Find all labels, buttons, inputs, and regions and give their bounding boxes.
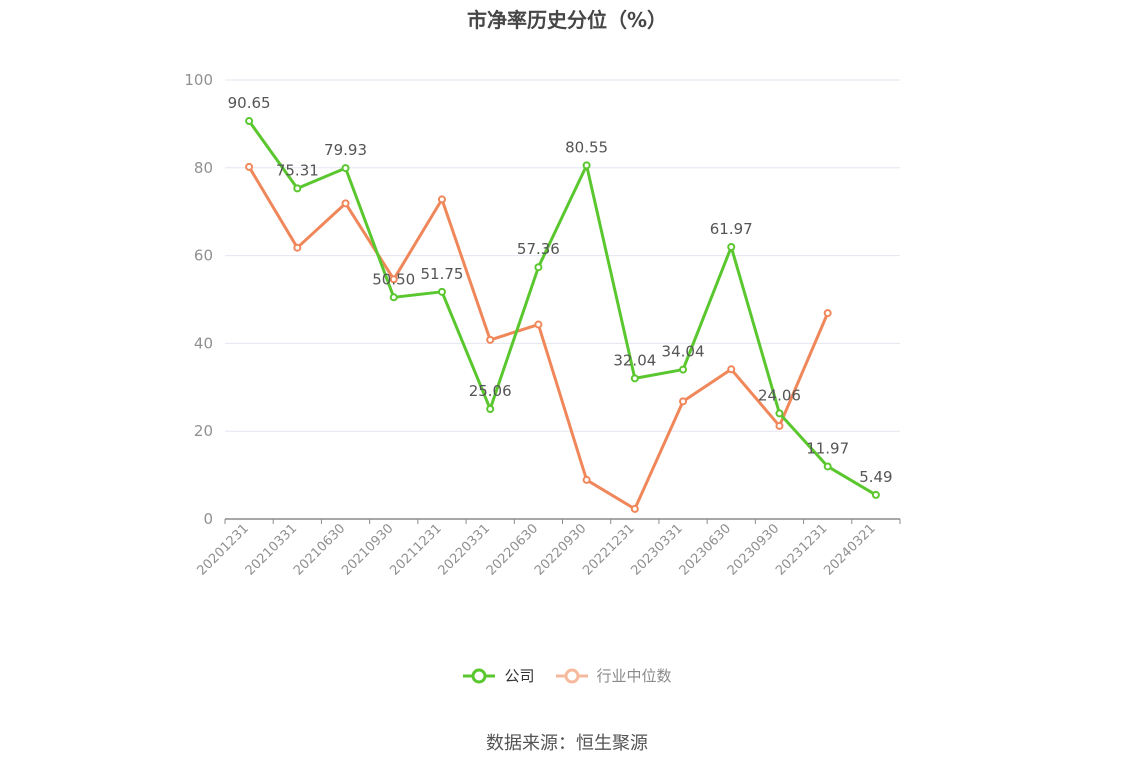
data-label-company: 51.75 (420, 265, 463, 283)
x-tick-label: 20240321 (821, 521, 878, 578)
data-point-industry-median (823, 309, 832, 318)
data-point-company (341, 164, 350, 173)
data-label-company: 11.97 (806, 439, 849, 457)
data-label-company: 24.06 (758, 386, 801, 404)
data-point-industry-median (389, 275, 398, 284)
data-point-company (534, 263, 543, 272)
x-tick-label: 20220630 (484, 521, 541, 578)
x-tick-label: 20210630 (291, 521, 348, 578)
data-point-industry-median (486, 335, 495, 344)
x-tick-label: 20210930 (339, 521, 396, 578)
data-point-company (775, 409, 784, 418)
y-tick-label: 60 (194, 247, 213, 265)
chart-title: 市净率历史分位（%） (466, 8, 668, 32)
legend-line-marker-icon (463, 668, 496, 683)
y-tick-label: 80 (194, 159, 213, 177)
data-point-company (630, 374, 639, 383)
data-point-industry-median (534, 320, 543, 329)
data-label-company: 5.49 (859, 468, 892, 486)
legend-line-marker-icon (555, 668, 588, 683)
x-tick-label: 20201231 (195, 521, 252, 578)
data-label-company: 32.04 (613, 351, 656, 369)
data-point-industry-median (245, 162, 254, 171)
data-point-industry-median (679, 397, 688, 406)
data-point-industry-median (437, 195, 446, 204)
x-tick-label: 20230930 (725, 521, 782, 578)
data-point-industry-median (775, 421, 784, 430)
x-tick-label: 20210331 (243, 521, 300, 578)
data-point-company (679, 365, 688, 374)
data-point-company (727, 242, 736, 251)
data-label-company: 90.65 (228, 94, 271, 112)
data-label-company: 61.97 (710, 220, 753, 238)
data-point-company (293, 184, 302, 193)
legend-label-company: 公司 (504, 667, 535, 685)
x-tick-label: 20211231 (387, 521, 444, 578)
data-label-company: 75.31 (276, 161, 319, 179)
data-point-company (389, 293, 398, 302)
data-point-industry-median (293, 243, 302, 252)
x-tick-label: 20220930 (532, 521, 589, 578)
x-tick-label: 20220331 (436, 521, 493, 578)
data-point-company (823, 462, 832, 471)
data-label-company: 57.36 (517, 240, 560, 258)
data-point-company (871, 490, 880, 499)
data-label-company: 50.50 (372, 270, 415, 288)
x-tick-label: 20231231 (773, 521, 830, 578)
x-tick-label: 20221231 (580, 521, 637, 578)
data-point-company (437, 287, 446, 296)
y-tick-label: 20 (194, 422, 213, 440)
data-point-company (486, 404, 495, 413)
data-point-company (582, 161, 591, 170)
data-label-company: 34.04 (662, 343, 705, 361)
data-label-company: 79.93 (324, 141, 367, 159)
data-source: 数据来源：恒生聚源 (486, 733, 648, 754)
x-tick-label: 20230331 (628, 521, 685, 578)
chart-legend: 公司 行业中位数 (0, 665, 1134, 686)
y-tick-label: 100 (184, 71, 213, 89)
legend-label-industry-median: 行业中位数 (596, 667, 672, 685)
series-line-industry-median (247, 166, 830, 511)
data-point-industry-median (727, 365, 736, 374)
data-point-industry-median (582, 475, 591, 484)
x-tick-label: 20230630 (677, 521, 734, 578)
y-tick-label: 0 (203, 510, 213, 528)
legend-item-company[interactable]: 公司 (462, 665, 535, 686)
series-line-company (247, 120, 877, 497)
data-point-company (245, 117, 254, 126)
legend-item-industry-median[interactable]: 行业中位数 (555, 665, 672, 686)
y-tick-label: 40 (194, 334, 213, 352)
data-point-industry-median (630, 504, 639, 513)
data-label-company: 80.55 (565, 138, 608, 156)
data-label-company: 25.06 (469, 382, 512, 400)
data-point-industry-median (341, 199, 350, 208)
